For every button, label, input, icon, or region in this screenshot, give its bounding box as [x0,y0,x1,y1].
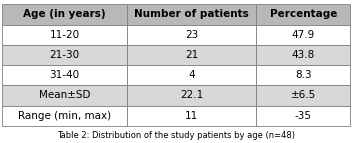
Text: 31-40: 31-40 [49,70,80,80]
Bar [127,4,256,25]
Bar [2,45,127,65]
Bar [2,85,127,106]
Text: Range (min, max): Range (min, max) [18,111,111,121]
Text: Number of patients: Number of patients [134,9,249,19]
Text: 21: 21 [185,50,198,60]
Bar [2,4,127,25]
Bar [127,85,256,106]
Bar [2,106,127,126]
Text: Table 2: Distribution of the study patients by age (n=48): Table 2: Distribution of the study patie… [57,131,295,140]
Bar [2,25,127,45]
Text: Age (in years): Age (in years) [23,9,106,19]
Text: Percentage: Percentage [270,9,337,19]
Text: 11: 11 [185,111,198,121]
Bar [256,65,350,85]
Bar [256,25,350,45]
Text: 47.9: 47.9 [291,30,315,40]
Text: 11-20: 11-20 [49,30,80,40]
Bar [127,106,256,126]
Text: 8.3: 8.3 [295,70,312,80]
Text: 4: 4 [188,70,195,80]
Text: ±6.5: ±6.5 [290,91,316,100]
Bar [127,25,256,45]
Bar [127,45,256,65]
Bar [256,85,350,106]
Text: 23: 23 [185,30,198,40]
Text: -35: -35 [295,111,312,121]
Bar [256,4,350,25]
Bar [2,65,127,85]
Text: 22.1: 22.1 [180,91,203,100]
Bar [256,106,350,126]
Text: Mean±SD: Mean±SD [39,91,90,100]
Bar [256,45,350,65]
Text: 21-30: 21-30 [49,50,80,60]
Text: 43.8: 43.8 [291,50,315,60]
Bar [127,65,256,85]
